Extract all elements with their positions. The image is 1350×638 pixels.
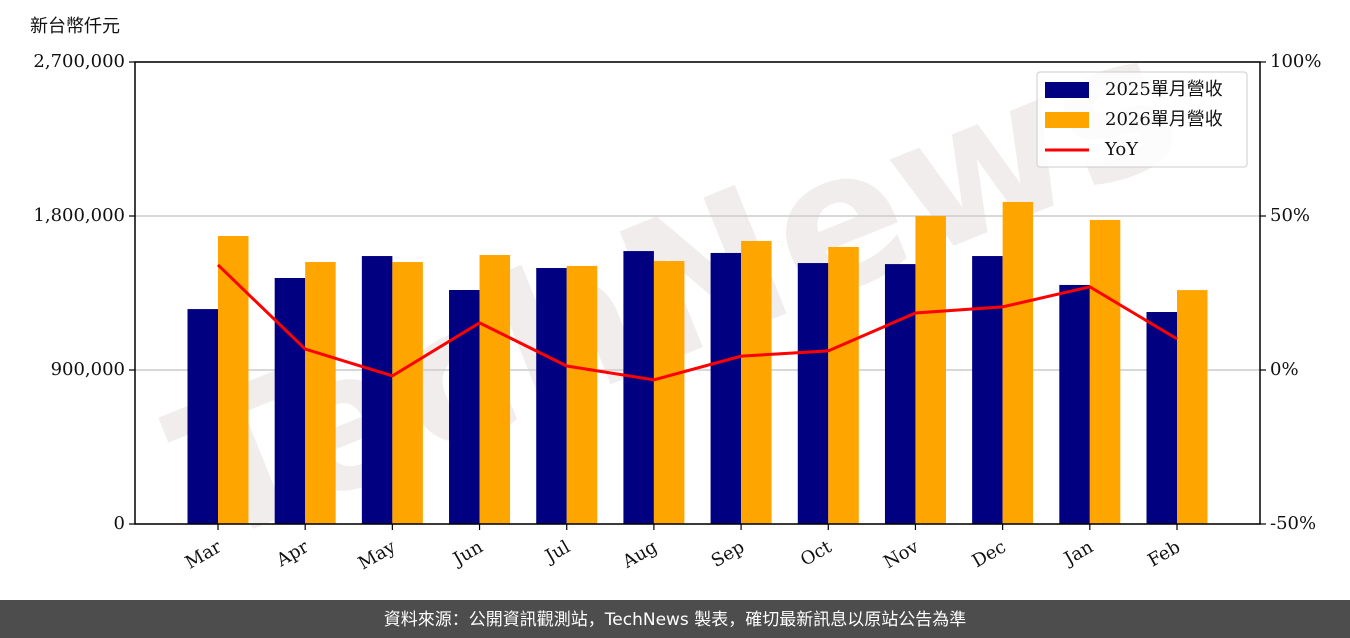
y2-tick-label: 50% [1270,205,1310,226]
bar [1059,284,1090,524]
y2-tick-label: 100% [1270,51,1321,72]
bar [305,262,336,524]
x-tick-label: May [355,536,400,574]
bar [187,309,218,524]
x-tick-label: Oct [797,536,836,571]
bar [1146,311,1177,524]
bar [392,262,423,524]
y-tick-label: 0 [114,513,125,534]
legend-swatch [1045,82,1089,98]
legend: 2025單月營收 2026單月營收 YoY [1036,71,1248,168]
line [216,263,1178,382]
y-tick-label: 2,700,000 [33,51,125,72]
legend-label: 2026單月營收 [1105,109,1223,130]
legend-label: 2025單月營收 [1105,79,1223,100]
x-tick-label: Jan [1059,536,1097,570]
y2-tick-label: -50% [1270,513,1316,534]
x-tick-label: Aug [618,536,661,573]
bar [915,216,946,524]
bar [479,255,511,524]
plot-frame [134,61,1261,525]
x-tick-label: Dec [969,536,1010,572]
bar [710,252,742,524]
bar [741,240,772,524]
x-tick-label: Nov [880,536,923,573]
bar [828,246,859,524]
bar [653,261,685,524]
bar [972,256,1003,524]
bar [1089,219,1121,525]
y-tick-label: 1,800,000 [33,205,125,226]
bar [884,264,916,524]
bar [274,278,306,524]
x-tick-label: Jul [540,536,574,568]
bar [218,236,249,524]
x-tick-label: Feb [1144,536,1184,571]
bar [449,290,480,524]
bar [1177,290,1208,524]
y2-tick-label: 0% [1270,359,1299,380]
bar [1002,201,1034,525]
x-tick-label: Jun [448,536,487,571]
legend-box [1036,71,1248,168]
bar [797,263,829,524]
legend-label: YoY [1104,139,1139,160]
y-tick-label: 900,000 [51,359,125,380]
footer-text: 資料來源：公開資訊觀測站，TechNews 製表，確切最新訊息以原站公告為準 [384,610,966,630]
y-axis-label: 新台幣仟元 [30,16,120,37]
bar [536,268,567,524]
bar [623,251,654,525]
bar [361,256,393,524]
x-tick-label: Sep [708,536,748,571]
footer-bar [0,600,1350,638]
legend-swatch [1045,112,1089,128]
bar [566,265,598,524]
